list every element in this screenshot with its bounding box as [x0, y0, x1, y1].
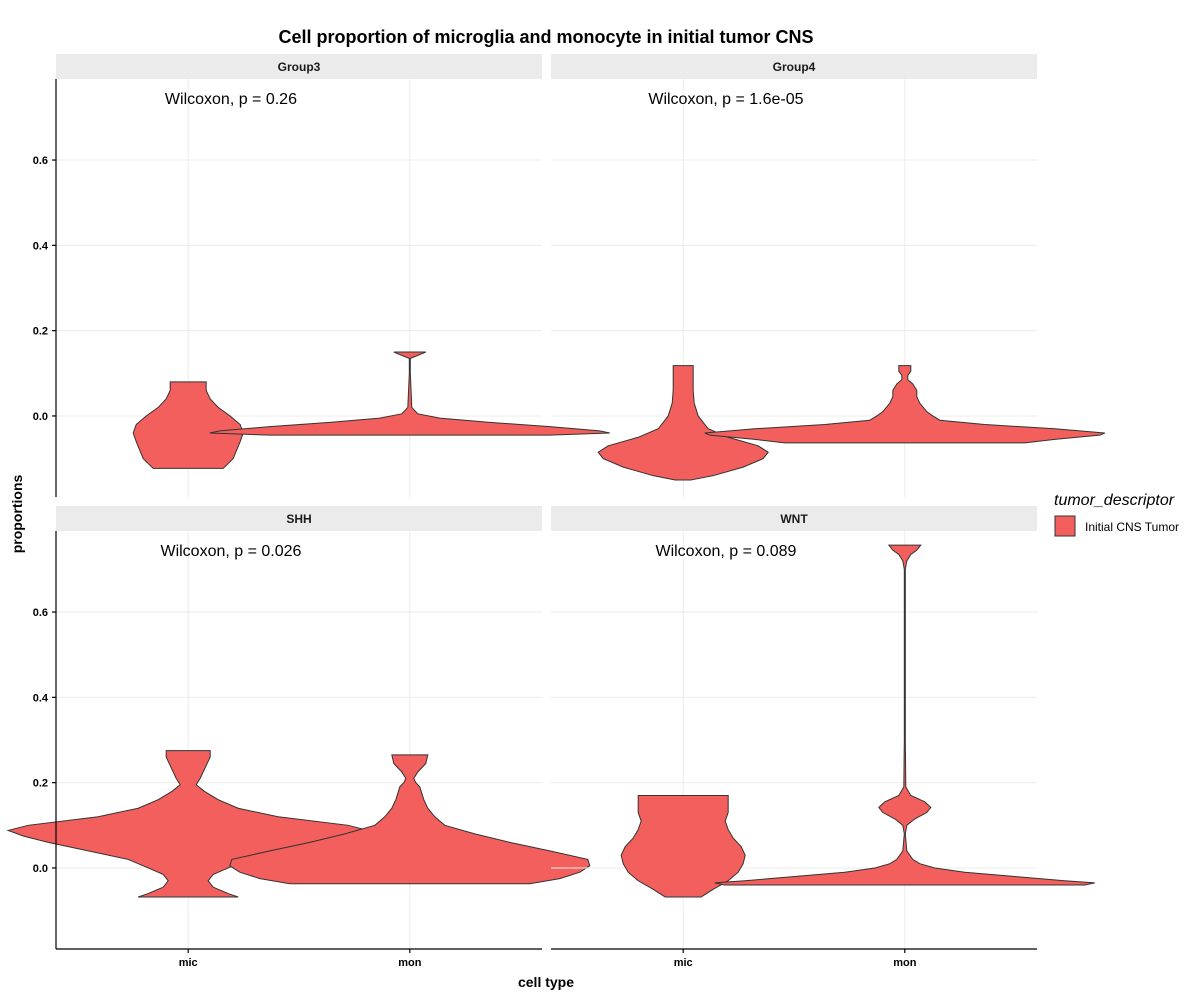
- panel-group4: Group4 Wilcoxon, p = 1.6e-05: [551, 54, 1106, 497]
- y-tick-label: 0.4: [33, 240, 49, 252]
- legend-title: tumor_descriptor: [1054, 492, 1175, 509]
- y-tick-label: 0.6: [33, 607, 48, 619]
- y-tick-label: 0.0: [33, 863, 48, 875]
- violin-group4-mon: [704, 365, 1106, 444]
- panel-shh: SHH Wilcoxon, p = 0.026 0.0 0.2 0.4 0.6 mic mon: [6, 506, 591, 969]
- strip-group3: [56, 54, 542, 79]
- legend-key-initial-cns-tumor: [1054, 515, 1076, 537]
- violin-group3-mic: [132, 381, 244, 469]
- annotation-shh: Wilcoxon, p = 0.026: [160, 543, 301, 560]
- annotation-group4: Wilcoxon, p = 1.6e-05: [648, 91, 803, 108]
- legend-label-initial-cns-tumor: Initial CNS Tumor: [1085, 520, 1179, 534]
- legend: tumor_descriptor Initial CNS Tumor: [1054, 492, 1179, 537]
- chart-title: Cell proportion of microglia and monocyt…: [278, 27, 813, 47]
- violin-wnt-mic: [620, 794, 746, 898]
- violin-shh-mon: [229, 754, 591, 885]
- y-tick-label: 0.2: [33, 778, 48, 790]
- strip-label-group4: Group4: [773, 60, 816, 74]
- strip-group4: [551, 54, 1037, 79]
- strip-label-shh: SHH: [286, 512, 311, 526]
- violin-group3-mon: [209, 351, 610, 436]
- y-tick-label: 0.4: [33, 692, 49, 704]
- panel-wnt: WNT Wilcoxon, p = 0.089 mic mon: [551, 506, 1095, 969]
- x-tick-label-mon: mon: [398, 957, 422, 969]
- x-axis-title: cell type: [518, 974, 574, 990]
- annotation-wnt: Wilcoxon, p = 0.089: [655, 543, 796, 560]
- violin-wnt-mon: [714, 544, 1095, 886]
- x-tick-label-mic: mic: [674, 957, 693, 969]
- x-tick-label-mon: mon: [893, 957, 917, 969]
- y-axis-title: proportions: [9, 475, 25, 554]
- violin-group4-mic: [597, 365, 769, 481]
- annotation-group3: Wilcoxon, p = 0.26: [165, 91, 297, 108]
- strip-shh: [56, 506, 542, 531]
- panel-group3: Group3 Wilcoxon, p = 0.26 0.0 0.2 0.4 0.6: [33, 54, 610, 497]
- x-tick-label-mic: mic: [179, 957, 198, 969]
- strip-label-group3: Group3: [278, 60, 321, 74]
- y-tick-label: 0.2: [33, 326, 48, 338]
- y-tick-label: 0.6: [33, 155, 48, 167]
- y-tick-label: 0.0: [33, 411, 48, 423]
- strip-wnt: [551, 506, 1037, 531]
- strip-label-wnt: WNT: [780, 512, 808, 526]
